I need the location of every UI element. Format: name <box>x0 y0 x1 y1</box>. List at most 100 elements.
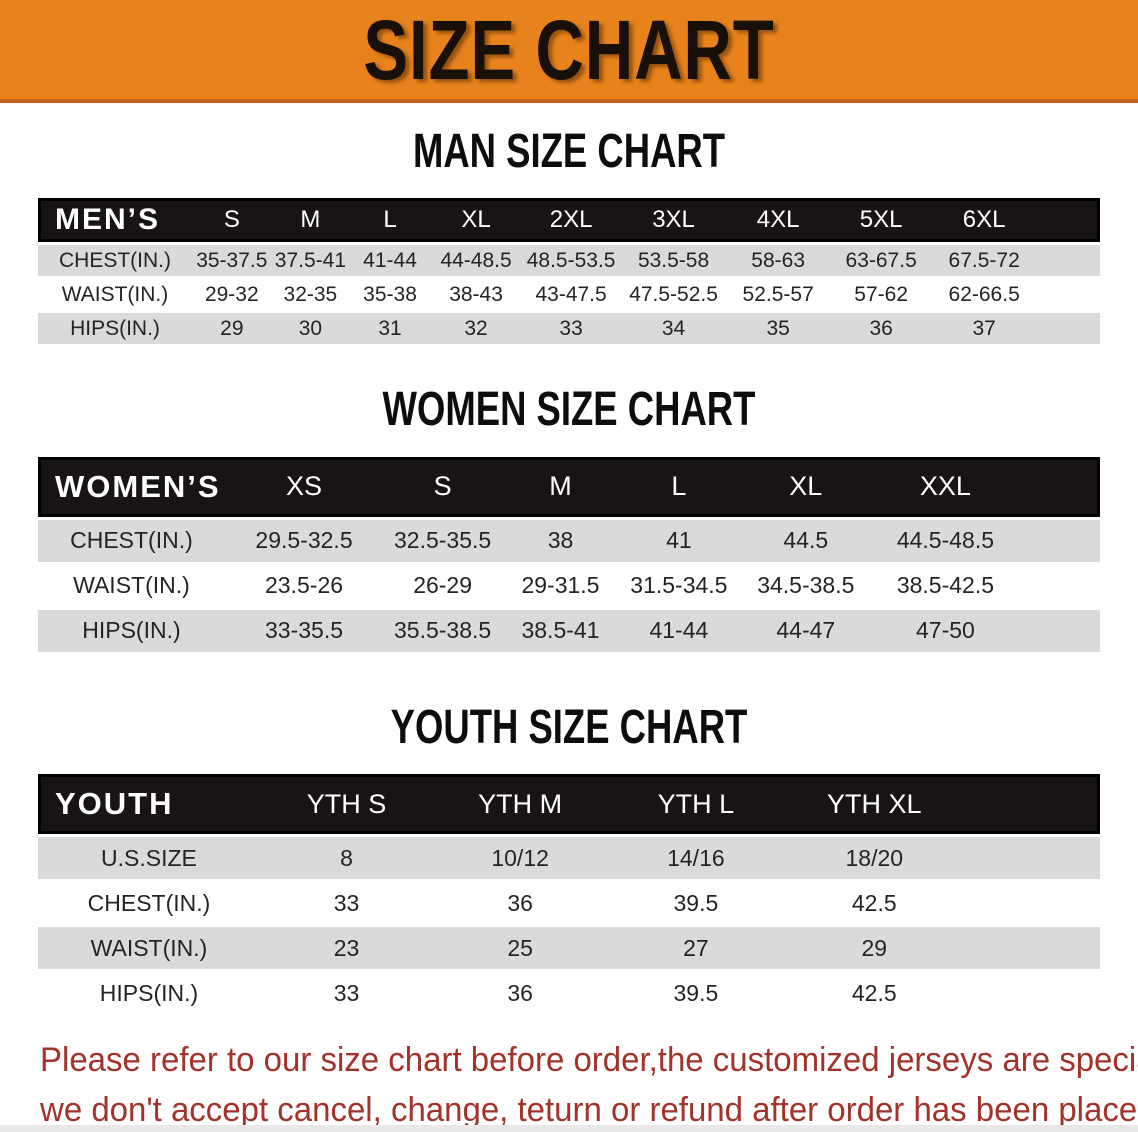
cell-value: 31.5-34.5 <box>618 564 739 607</box>
men-section-heading: MAN SIZE CHART <box>412 125 726 178</box>
cell-value: 10/12 <box>433 837 608 880</box>
cell-value: 29-32 <box>192 279 272 311</box>
table-title: WOMEN’S <box>38 456 225 517</box>
column-header: 6XL <box>932 198 1037 243</box>
cell-value: 41-44 <box>349 245 431 277</box>
table-title: YOUTH <box>38 774 260 835</box>
women-section: WOMEN SIZE CHART WOMEN’S XS S M L XL XXL CHEST(… <box>0 383 1138 654</box>
cell-value: 29.5-32.5 <box>224 519 384 562</box>
cell-value: 35 <box>726 313 831 345</box>
cell-value: 31 <box>349 313 431 345</box>
row-spacer <box>1018 564 1100 607</box>
row-label: HIPS(IN.) <box>38 609 225 652</box>
cell-value: 33 <box>259 972 434 1015</box>
cell-value: 23 <box>259 927 434 970</box>
cell-value: 53.5-58 <box>621 245 727 277</box>
column-header: 2XL <box>521 198 621 243</box>
table-row: WAIST(IN.) 23.5-26 26-29 29-31.5 31.5-34.5 34… <box>38 564 1100 607</box>
cell-value: 27 <box>607 927 785 970</box>
cell-value: 41-44 <box>618 609 739 652</box>
column-header: S <box>383 456 503 517</box>
cell-value: 26-29 <box>383 564 503 607</box>
cell-value: 23.5-26 <box>224 564 384 607</box>
cell-value: 33 <box>259 882 434 925</box>
cell-value: 67.5-72 <box>932 245 1037 277</box>
cell-value: 38 <box>502 519 619 562</box>
table-row: HIPS(IN.) 33 36 39.5 42.5 <box>38 972 1100 1015</box>
table-row: CHEST(IN.) 35-37.5 37.5-41 41-44 44-48.5 48.5… <box>38 245 1100 277</box>
cell-value: 36 <box>433 882 608 925</box>
column-header: 3XL <box>621 198 727 243</box>
notice-line-2: we don't accept cancel, change, teturn o… <box>40 1091 1138 1130</box>
cell-value: 38.5-42.5 <box>872 564 1019 607</box>
cell-value: 35-38 <box>349 279 431 311</box>
men-size-table: MEN’S S M L XL 2XL 3XL 4XL 5XL 6XL CHEST(IN.) 35-37… <box>38 195 1100 347</box>
table-row: CHEST(IN.) 29.5-32.5 32.5-35.5 38 41 44.5 44.5… <box>38 519 1100 562</box>
cell-value: 44.5 <box>738 519 873 562</box>
cell-value: 32.5-35.5 <box>383 519 503 562</box>
column-header: L <box>618 456 739 517</box>
cell-value: 44-47 <box>738 609 873 652</box>
cell-value: 41 <box>618 519 739 562</box>
row-label: CHEST(IN.) <box>38 245 192 277</box>
table-row: CHEST(IN.) 33 36 39.5 42.5 <box>38 882 1100 925</box>
row-label: WAIST(IN.) <box>38 279 192 311</box>
cell-value: 35.5-38.5 <box>383 609 503 652</box>
column-header: XXL <box>872 456 1019 517</box>
cell-value: 29 <box>192 313 272 345</box>
cell-value: 63-67.5 <box>830 245 933 277</box>
cell-value: 52.5-57 <box>726 279 831 311</box>
cell-value: 14/16 <box>607 837 785 880</box>
cell-value: 34 <box>621 313 727 345</box>
table-header-row: YOUTH YTH S YTH M YTH L YTH XL <box>38 774 1100 835</box>
size-chart-sections: MAN SIZE CHART MEN’S S M L XL 2XL 3XL 4XL 5XL 6XL… <box>0 125 1138 1017</box>
cell-value: 39.5 <box>607 972 785 1015</box>
cell-value: 37 <box>932 313 1037 345</box>
column-header: XL <box>738 456 873 517</box>
row-spacer <box>1036 279 1100 311</box>
table-row: WAIST(IN.) 23 25 27 29 <box>38 927 1100 970</box>
notice-line-1: Please refer to our size chart before or… <box>40 1041 1138 1080</box>
cell-value: 42.5 <box>784 882 965 925</box>
column-header: YTH XL <box>784 774 965 835</box>
column-header: XL <box>430 198 522 243</box>
cell-value: 47.5-52.5 <box>621 279 727 311</box>
cell-value: 44-48.5 <box>430 245 522 277</box>
header-spacer <box>1018 456 1100 517</box>
table-row: U.S.SIZE 8 10/12 14/16 18/20 <box>38 837 1100 880</box>
cell-value: 29 <box>784 927 965 970</box>
cell-value: 18/20 <box>784 837 965 880</box>
cell-value: 48.5-53.5 <box>521 245 621 277</box>
cell-value: 57-62 <box>830 279 933 311</box>
cell-value: 43-47.5 <box>521 279 621 311</box>
cell-value: 35-37.5 <box>192 245 272 277</box>
cell-value: 36 <box>830 313 933 345</box>
cell-value: 58-63 <box>726 245 831 277</box>
men-section: MAN SIZE CHART MEN’S S M L XL 2XL 3XL 4XL 5XL 6XL… <box>0 125 1138 347</box>
cell-value: 38.5-41 <box>502 609 619 652</box>
row-spacer <box>964 972 1100 1015</box>
row-label: WAIST(IN.) <box>38 927 260 970</box>
column-header: YTH L <box>607 774 785 835</box>
cell-value: 36 <box>433 972 608 1015</box>
column-header: YTH M <box>433 774 608 835</box>
banner-title: SIZE CHART <box>363 2 775 97</box>
table-header-row: MEN’S S M L XL 2XL 3XL 4XL 5XL 6XL <box>38 198 1100 243</box>
bottom-edge-strip <box>0 1125 1138 1132</box>
table-row: HIPS(IN.) 33-35.5 35.5-38.5 38.5-41 41-44 44-… <box>38 609 1100 652</box>
row-label: WAIST(IN.) <box>38 564 225 607</box>
cell-value: 37.5-41 <box>271 245 350 277</box>
cell-value: 39.5 <box>607 882 785 925</box>
cell-value: 25 <box>433 927 608 970</box>
cell-value: 32 <box>430 313 522 345</box>
cell-value: 42.5 <box>784 972 965 1015</box>
row-spacer <box>1018 609 1100 652</box>
footer-notice: Please refer to our size chart before or… <box>40 1043 1138 1127</box>
cell-value: 44.5-48.5 <box>872 519 1019 562</box>
row-spacer <box>1036 313 1100 345</box>
youth-section-heading: YOUTH SIZE CHART <box>390 700 748 754</box>
women-section-heading: WOMEN SIZE CHART <box>382 383 756 437</box>
row-spacer <box>964 927 1100 970</box>
cell-value: 33-35.5 <box>224 609 384 652</box>
